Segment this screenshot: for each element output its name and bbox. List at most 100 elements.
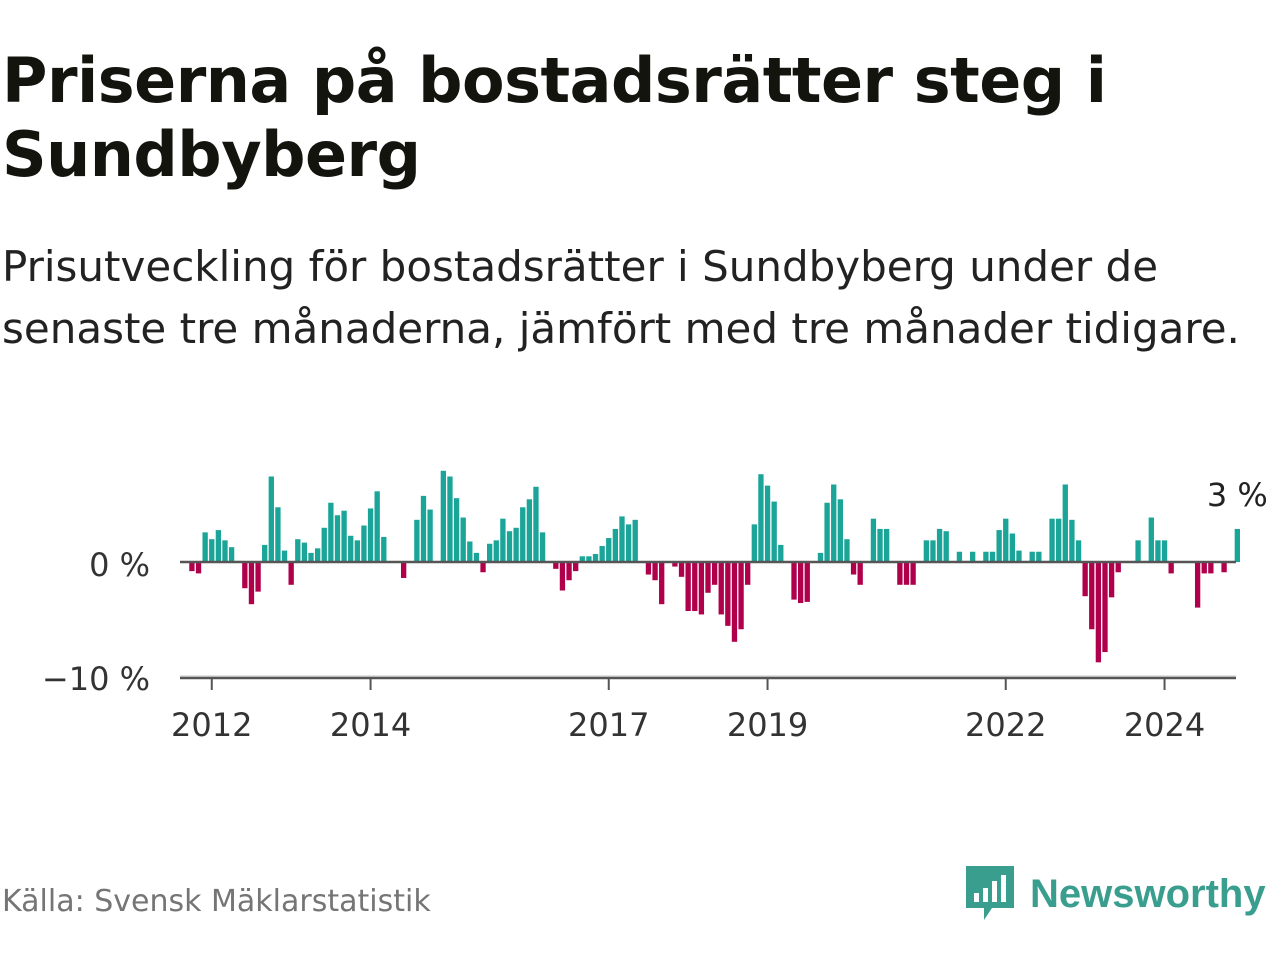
bar (1056, 518, 1062, 562)
bar (1108, 562, 1115, 598)
bar (1221, 562, 1227, 573)
x-tick-label: 2014 (330, 706, 411, 744)
bar (533, 486, 539, 562)
bar (1075, 540, 1082, 562)
y-tick-label: 0 % (89, 546, 150, 584)
bar (936, 528, 943, 562)
bar (268, 476, 274, 562)
bar (500, 518, 506, 562)
bar (566, 562, 572, 581)
bar (222, 540, 228, 562)
bar (764, 485, 771, 562)
bar (751, 524, 757, 562)
bar (1062, 484, 1068, 562)
brand-name: Newsworthy (1030, 871, 1266, 916)
bar-chart: 0 % −10 % 2012 2014 2017 2019 2022 2024 3 % (42, 470, 1268, 744)
bar (248, 562, 255, 605)
bar (447, 476, 453, 562)
bar (632, 519, 638, 562)
bar (374, 491, 380, 562)
bar (348, 535, 354, 562)
bar (956, 551, 963, 562)
bar (599, 546, 605, 562)
bar (943, 531, 949, 562)
bar (983, 551, 989, 562)
bar (698, 562, 705, 615)
bar (817, 552, 824, 562)
x-tick-label: 2017 (568, 706, 649, 744)
bar (487, 543, 493, 562)
bar (1029, 551, 1035, 562)
bar (427, 509, 433, 562)
bar (189, 562, 195, 572)
bar (334, 515, 341, 562)
bar (1208, 562, 1214, 574)
bar (778, 544, 784, 562)
bar (844, 539, 850, 562)
bar (400, 562, 407, 578)
bar (440, 470, 446, 562)
bar (1095, 562, 1102, 663)
bar (738, 562, 744, 630)
bar (308, 552, 314, 562)
bar (195, 562, 202, 574)
bar (1009, 533, 1016, 562)
bar (771, 501, 777, 562)
bar (202, 532, 208, 562)
bar (725, 562, 731, 626)
bars-group (189, 470, 1240, 663)
bar (1155, 540, 1161, 562)
bar (553, 562, 559, 569)
bar (281, 550, 288, 562)
bar (718, 562, 724, 615)
bar (877, 528, 883, 562)
bar (288, 562, 294, 585)
bar (467, 541, 473, 562)
bar (1194, 562, 1201, 608)
bar (1234, 528, 1240, 562)
bar (678, 562, 685, 577)
chart-subtitle: Prisutveckling för bostadsrätter i Sundb… (2, 242, 1240, 353)
bar (870, 518, 877, 562)
bar (930, 540, 936, 562)
bar-chart-speech-bubble-icon (966, 866, 1014, 920)
bar (341, 510, 347, 562)
bar (659, 562, 665, 605)
bar (301, 542, 308, 562)
bar (526, 499, 533, 562)
brand-logo[interactable]: Newsworthy (964, 864, 1266, 924)
bar (1201, 562, 1207, 574)
bar (804, 562, 810, 602)
bar (1016, 550, 1022, 562)
bar (652, 562, 658, 581)
bar (857, 562, 863, 585)
bar (692, 562, 698, 612)
bar (1069, 519, 1075, 562)
bar (903, 562, 910, 585)
bar (506, 531, 513, 562)
bar (1135, 540, 1141, 562)
bar (1089, 562, 1095, 630)
bar (586, 556, 592, 562)
tick-labels: 0 % −10 % 2012 2014 2017 2019 2022 2024 3 % (42, 476, 1268, 744)
bar (619, 516, 625, 562)
bar (328, 502, 334, 562)
bar (579, 556, 585, 562)
bar (321, 527, 327, 562)
bar (897, 562, 903, 585)
bar (645, 562, 652, 575)
bar (354, 540, 360, 562)
bar (1115, 562, 1121, 573)
bar (831, 484, 837, 562)
bar (228, 547, 235, 562)
bar (910, 562, 916, 585)
bar (473, 552, 480, 562)
bar (255, 562, 261, 592)
bar (592, 554, 599, 562)
bar (520, 507, 526, 562)
bar (480, 562, 486, 573)
x-tick-label: 2019 (727, 706, 808, 744)
x-tick-label: 2022 (965, 706, 1046, 744)
bar (705, 562, 711, 593)
bar (242, 562, 248, 589)
